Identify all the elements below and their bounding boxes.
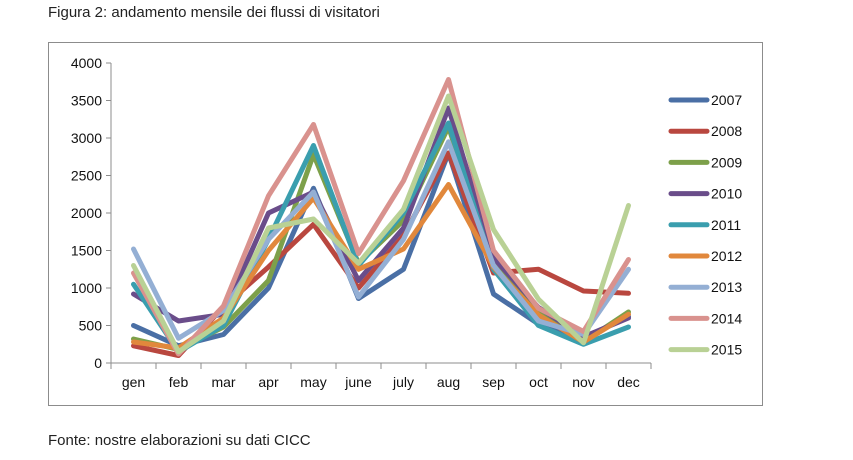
y-tick-label: 4000 — [71, 55, 102, 71]
legend-label-2008: 2008 — [711, 123, 742, 139]
series-line-2010 — [131, 105, 631, 340]
series-line-2015 — [131, 93, 631, 355]
legend-label-2007: 2007 — [711, 92, 742, 108]
x-tick-label: nov — [572, 374, 595, 390]
y-tick-label: 2500 — [71, 168, 102, 184]
line-chart: 0 500 1000 1500 2000 2500 3000 3500 4000 gen feb ma… — [71, 55, 743, 390]
legend-label-2014: 2014 — [711, 310, 742, 326]
chart-frame: 0 500 1000 1500 2000 2500 3000 3500 4000 gen feb ma… — [48, 42, 763, 406]
legend-label-2011: 2011 — [711, 217, 741, 233]
x-tick-label: may — [300, 374, 326, 390]
x-tick-label: sep — [482, 374, 505, 390]
x-tick-label: dec — [617, 374, 640, 390]
chart-legend: 2007 2008 2009 2010 2011 2012 2013 2014 2015 — [668, 92, 742, 358]
y-tick-label: 2000 — [71, 205, 102, 221]
source-note: Fonte: nostre elaborazioni su dati CICC — [48, 432, 311, 449]
figure-caption: Figura 2: andamento mensile dei flussi d… — [48, 4, 380, 21]
x-tick-label: oct — [529, 374, 548, 390]
x-tick-label: aug — [437, 374, 460, 390]
y-tick-label: 500 — [79, 318, 103, 334]
legend-label-2012: 2012 — [711, 248, 742, 264]
series-line-2012 — [131, 182, 631, 351]
y-tick-label: 3000 — [71, 130, 102, 146]
chart-lines — [131, 77, 631, 358]
x-tick-label: gen — [122, 374, 145, 390]
legend-label-2013: 2013 — [711, 279, 742, 295]
y-tick-label: 1000 — [71, 280, 102, 296]
x-tick-label: june — [344, 374, 372, 390]
legend-label-2010: 2010 — [711, 186, 742, 202]
legend-label-2015: 2015 — [711, 342, 742, 358]
legend-label-2009: 2009 — [711, 154, 742, 170]
y-tick-label: 0 — [94, 355, 102, 371]
y-tick-label: 1500 — [71, 243, 102, 259]
x-tick-label: feb — [169, 374, 189, 390]
x-tick-label: mar — [211, 374, 235, 390]
y-tick-label: 3500 — [71, 93, 102, 109]
series-line-2014 — [131, 77, 631, 357]
x-tick-label: apr — [258, 374, 279, 390]
x-tick-label: july — [392, 374, 414, 390]
chart-axes: 0 500 1000 1500 2000 2500 3000 3500 4000 gen feb ma… — [71, 55, 652, 390]
